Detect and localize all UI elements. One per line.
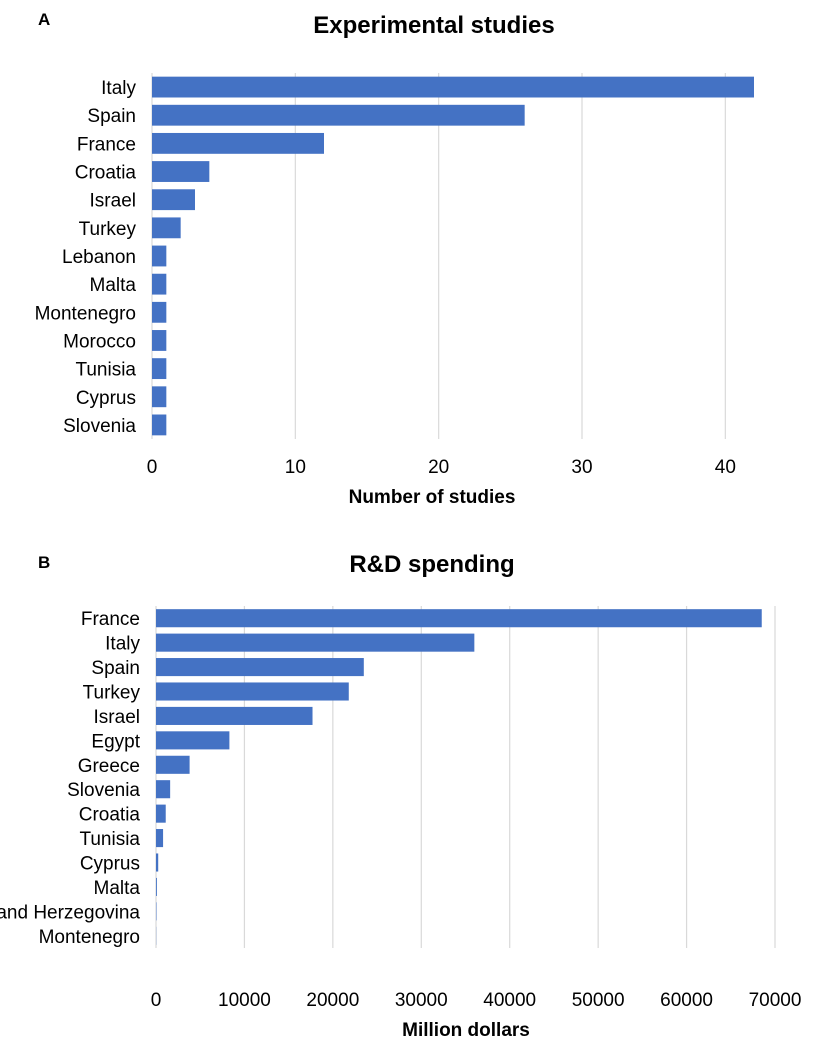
bar bbox=[156, 780, 171, 799]
bar bbox=[156, 853, 159, 872]
bar bbox=[152, 132, 324, 154]
bars-b bbox=[156, 609, 762, 945]
category-label: Slovenia bbox=[63, 416, 136, 437]
bar bbox=[152, 161, 210, 182]
x-tick-label: 40000 bbox=[483, 990, 536, 1011]
category-label: Tunisia bbox=[79, 829, 140, 850]
bar bbox=[156, 877, 157, 896]
bar bbox=[156, 829, 164, 848]
bar bbox=[156, 755, 190, 774]
x-tick-label: 20 bbox=[428, 457, 449, 478]
category-label: Tunisia bbox=[75, 360, 136, 381]
tick-labels-b: 0 10000 20000 30000 40000 50000 60000 70000 bbox=[151, 990, 802, 1011]
category-label: Egypt bbox=[91, 731, 140, 752]
category-label: Croatia bbox=[75, 163, 137, 184]
chart-title-b: R&D spending bbox=[349, 551, 514, 578]
x-tick-label: 50000 bbox=[572, 990, 625, 1011]
gridlines-a bbox=[151, 73, 726, 439]
category-label: Israel bbox=[94, 707, 140, 728]
bar bbox=[156, 706, 313, 725]
x-tick-label: 10 bbox=[285, 457, 306, 478]
category-label: France bbox=[81, 609, 140, 630]
category-label: Slovenia bbox=[67, 780, 140, 801]
category-label: Israel bbox=[90, 191, 136, 212]
x-axis-title-a: Number of studies bbox=[349, 487, 516, 508]
category-label: Turkey bbox=[83, 683, 141, 704]
category-label: Malta bbox=[94, 878, 141, 899]
x-tick-label: 20000 bbox=[306, 990, 359, 1011]
x-tick-label: 70000 bbox=[749, 990, 802, 1011]
category-label: Montenegro bbox=[35, 303, 136, 324]
bar bbox=[152, 245, 167, 267]
panel-letter-b: B bbox=[38, 553, 50, 572]
category-labels-a: Italy Spain France Croatia Israel Turkey Leban… bbox=[35, 78, 137, 437]
bar bbox=[156, 682, 349, 701]
category-label: Turkey bbox=[79, 219, 137, 240]
category-label: Croatia bbox=[79, 805, 141, 826]
bar bbox=[152, 358, 167, 380]
bar bbox=[152, 414, 167, 436]
bar bbox=[152, 217, 181, 239]
category-label: Malta bbox=[90, 275, 137, 296]
x-tick-label: 30000 bbox=[395, 990, 448, 1011]
bar bbox=[152, 76, 754, 98]
bar bbox=[156, 609, 762, 628]
gridlines-b bbox=[155, 606, 776, 948]
category-label: Cyprus bbox=[80, 854, 140, 875]
x-axis-title-b: Million dollars bbox=[402, 1020, 530, 1041]
chart-panel-b: B R&D spending France Italy Spain Turkey Isr… bbox=[0, 551, 801, 1041]
x-tick-label: 10000 bbox=[218, 990, 271, 1011]
bar bbox=[152, 386, 167, 408]
category-label: France bbox=[77, 134, 136, 155]
bar bbox=[156, 658, 364, 677]
category-label: Lebanon bbox=[62, 247, 136, 268]
category-label: Bosnia and Herzegovina bbox=[0, 902, 140, 923]
bar bbox=[152, 189, 195, 211]
category-labels-b: France Italy Spain Turkey Israel Egypt Greece S… bbox=[0, 609, 141, 948]
x-tick-label: 30 bbox=[571, 457, 592, 478]
bars-a bbox=[152, 76, 754, 436]
bar bbox=[152, 330, 167, 351]
category-label: Cyprus bbox=[76, 388, 136, 409]
panel-letter-a: A bbox=[38, 10, 50, 29]
x-tick-label: 0 bbox=[151, 990, 162, 1011]
x-tick-label: 0 bbox=[147, 457, 158, 478]
bar bbox=[156, 633, 475, 652]
bar bbox=[152, 273, 167, 295]
category-label: Montenegro bbox=[39, 927, 140, 948]
category-label: Spain bbox=[91, 658, 140, 679]
category-label: Spain bbox=[87, 106, 136, 127]
bar bbox=[152, 301, 167, 323]
bar bbox=[156, 731, 230, 750]
chart-panel-a: A Experimental studies Italy Spain France C… bbox=[35, 10, 754, 508]
category-label: Greece bbox=[78, 756, 140, 777]
chart-title-a: Experimental studies bbox=[313, 12, 554, 39]
x-tick-label: 40 bbox=[715, 457, 736, 478]
tick-labels-a: 0 10 20 30 40 bbox=[147, 457, 736, 478]
bar bbox=[152, 104, 525, 126]
x-tick-label: 60000 bbox=[660, 990, 713, 1011]
category-label: Italy bbox=[101, 78, 136, 99]
category-label: Morocco bbox=[63, 331, 136, 352]
bar bbox=[156, 804, 166, 823]
category-label: Italy bbox=[105, 634, 140, 655]
